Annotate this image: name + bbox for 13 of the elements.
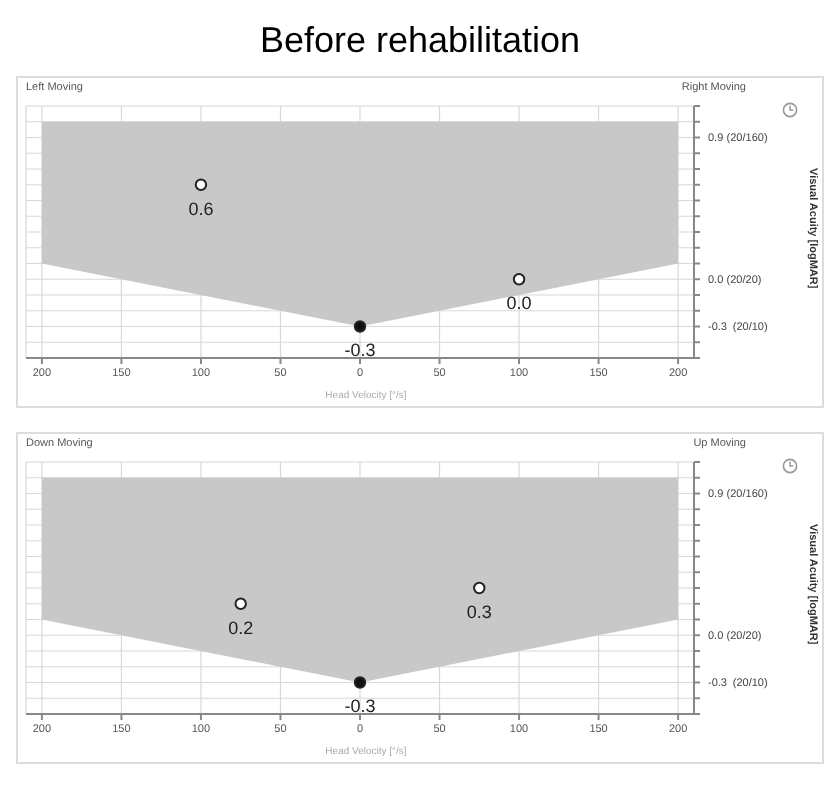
data-label: -0.3 <box>344 696 376 717</box>
point <box>473 581 486 595</box>
chart-title: Before rehabilitation <box>257 18 583 64</box>
point <box>194 178 208 191</box>
point <box>234 597 247 610</box>
data-label: -0.3 <box>344 340 376 361</box>
point <box>353 676 367 689</box>
data-label: 0.6 <box>188 198 214 219</box>
data-label: 0.3 <box>466 601 492 622</box>
data-label: 0.0 <box>506 293 532 314</box>
point <box>353 320 367 333</box>
point <box>512 273 526 286</box>
data-label: 0.2 <box>228 617 254 638</box>
